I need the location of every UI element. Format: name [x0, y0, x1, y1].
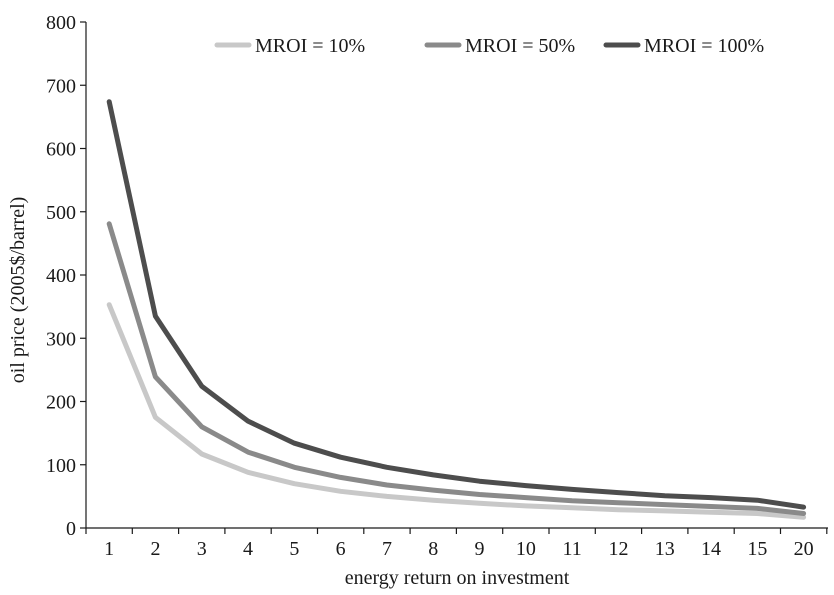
series-lines: [106, 99, 807, 520]
x-tick-label: 13: [655, 538, 675, 560]
y-tick-label: 200: [46, 392, 76, 414]
legend: MROI = 10% MROI = 50% MROI = 100%: [214, 35, 764, 57]
y-tick-label: 700: [46, 75, 76, 97]
x-tick-label: 1: [104, 538, 114, 560]
x-tick-label: 5: [289, 538, 299, 560]
legend-label: MROI = 100%: [644, 35, 764, 57]
x-tick-label: 3: [197, 538, 207, 560]
legend-label: MROI = 50%: [465, 35, 575, 57]
x-tick-label: 15: [747, 538, 767, 560]
y-tick-label: 600: [46, 139, 76, 161]
y-tick-label: 0: [66, 518, 76, 540]
series-line-2: [106, 221, 807, 516]
y-tick-label: 500: [46, 202, 76, 224]
series-line-3: [106, 99, 807, 510]
x-tick-label: 20: [794, 538, 814, 560]
x-tick-label: 10: [516, 538, 536, 560]
x-axis-label: energy return on investment: [345, 567, 570, 589]
y-tick-label: 100: [46, 455, 76, 477]
x-tick-label: 14: [701, 538, 721, 560]
legend-label: MROI = 10%: [255, 35, 365, 57]
x-tick-label: 4: [243, 538, 253, 560]
y-tick-label: 400: [46, 265, 76, 287]
x-tick-label: 12: [608, 538, 628, 560]
x-tick-label: 2: [150, 538, 160, 560]
series-line-1: [106, 302, 807, 520]
x-tick-label: 7: [382, 538, 392, 560]
x-tick-label: 11: [563, 538, 582, 560]
y-tick-label: 800: [46, 12, 76, 34]
y-tick-label: 300: [46, 328, 76, 350]
x-tick-label: 6: [336, 538, 346, 560]
x-tick-label: 8: [428, 538, 438, 560]
x-tick-label: 9: [475, 538, 485, 560]
y-axis-label: oil price (2005$/barrel): [7, 197, 29, 384]
